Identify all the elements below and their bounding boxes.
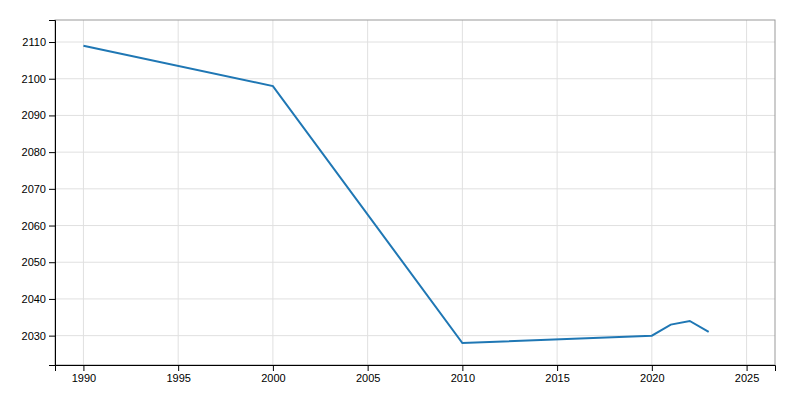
grid: [55, 20, 775, 365]
x-tick-label: 2010: [451, 372, 475, 384]
chart-svg: 1990 1995 2000 2005 2010 2015 2020 2025 2030 2040…: [0, 0, 800, 400]
y-axis-line: [49, 21, 56, 366]
grid-line-y: [55, 335, 775, 336]
x-axis: 1990 1995 2000 2005 2010 2015 2020 2025: [56, 365, 776, 384]
grid-line-y: [55, 188, 775, 189]
marks: [83, 46, 708, 343]
y-tick-mark: [49, 226, 55, 227]
x-tick: 1995: [166, 365, 190, 384]
grid-line-x: [651, 20, 652, 365]
x-tick: 2000: [261, 365, 285, 384]
x-tick-mark: [273, 365, 274, 371]
chart-container: 1990 1995 2000 2005 2010 2015 2020 2025 2030 2040…: [0, 0, 800, 400]
x-tick: 1990: [72, 365, 96, 384]
x-tick-mark: [178, 365, 179, 371]
y-tick-mark: [49, 336, 55, 337]
y-tick: 2110: [22, 36, 55, 48]
y-tick: 2100: [22, 73, 55, 85]
x-tick-label: 1990: [72, 372, 96, 384]
plot-frame: [55, 20, 775, 365]
grid-line-y: [55, 298, 775, 299]
y-tick-label: 2030: [22, 330, 46, 342]
grid-line-y: [55, 42, 775, 43]
y-tick-label: 2050: [22, 256, 46, 268]
grid-line-y: [55, 225, 775, 226]
x-tick-mark: [462, 365, 463, 371]
x-tick-mark: [747, 365, 748, 371]
grid-line-x: [83, 20, 84, 365]
plot-area: 1990 1995 2000 2005 2010 2015 2020 2025 2030 2040…: [22, 20, 776, 384]
grid-line-x: [462, 20, 463, 365]
x-tick: 2020: [640, 365, 664, 384]
grid-line-x: [272, 20, 273, 365]
y-tick-mark: [49, 262, 55, 263]
grid-line-x: [367, 20, 368, 365]
x-tick-mark: [557, 365, 558, 371]
y-tick: 2080: [22, 146, 55, 158]
x-tick-label: 1995: [166, 372, 190, 384]
x-tick-mark: [368, 365, 369, 371]
grid-line-y: [55, 152, 775, 153]
x-tick-mark: [83, 365, 84, 371]
y-tick-mark: [49, 189, 55, 190]
y-axis: 2030 2040 2050 2060 2070 2080 2090 2100 2110: [22, 21, 56, 366]
grid-line-x: [746, 20, 747, 365]
y-tick-mark: [49, 299, 55, 300]
y-tick: 2040: [22, 293, 55, 305]
y-tick-label: 2070: [22, 183, 46, 195]
x-tick: 2015: [545, 365, 569, 384]
y-tick: 2070: [22, 183, 55, 195]
y-tick: 2030: [22, 330, 55, 342]
y-tick-label: 2110: [22, 36, 46, 48]
x-tick: 2010: [451, 365, 475, 384]
x-tick-label: 2005: [356, 372, 380, 384]
y-tick-label: 2040: [22, 293, 46, 305]
y-tick-label: 2090: [22, 109, 46, 121]
x-tick-label: 2015: [545, 372, 569, 384]
y-tick: 2090: [22, 109, 55, 121]
grid-line-x: [178, 20, 179, 365]
y-tick-mark: [49, 79, 55, 80]
y-tick-mark: [49, 42, 55, 43]
grid-line-y: [55, 262, 775, 263]
x-tick-mark: [652, 365, 653, 371]
y-tick-label: 2080: [22, 146, 46, 158]
x-tick-label: 2000: [261, 372, 285, 384]
grid-line-y: [55, 115, 775, 116]
y-tick-mark: [49, 115, 55, 116]
grid-line-x: [557, 20, 558, 365]
x-tick: 2005: [356, 365, 380, 384]
x-tick-label: 2025: [735, 372, 759, 384]
grid-line-y: [55, 78, 775, 79]
x-tick-label: 2020: [640, 372, 664, 384]
y-tick: 2060: [22, 220, 55, 232]
data-line: [83, 46, 708, 343]
y-tick-label: 2060: [22, 220, 46, 232]
x-axis-line: [56, 366, 776, 372]
x-tick: 2025: [735, 365, 759, 384]
y-tick-label: 2100: [22, 73, 46, 85]
y-tick: 2050: [22, 256, 55, 268]
y-tick-mark: [49, 152, 55, 153]
